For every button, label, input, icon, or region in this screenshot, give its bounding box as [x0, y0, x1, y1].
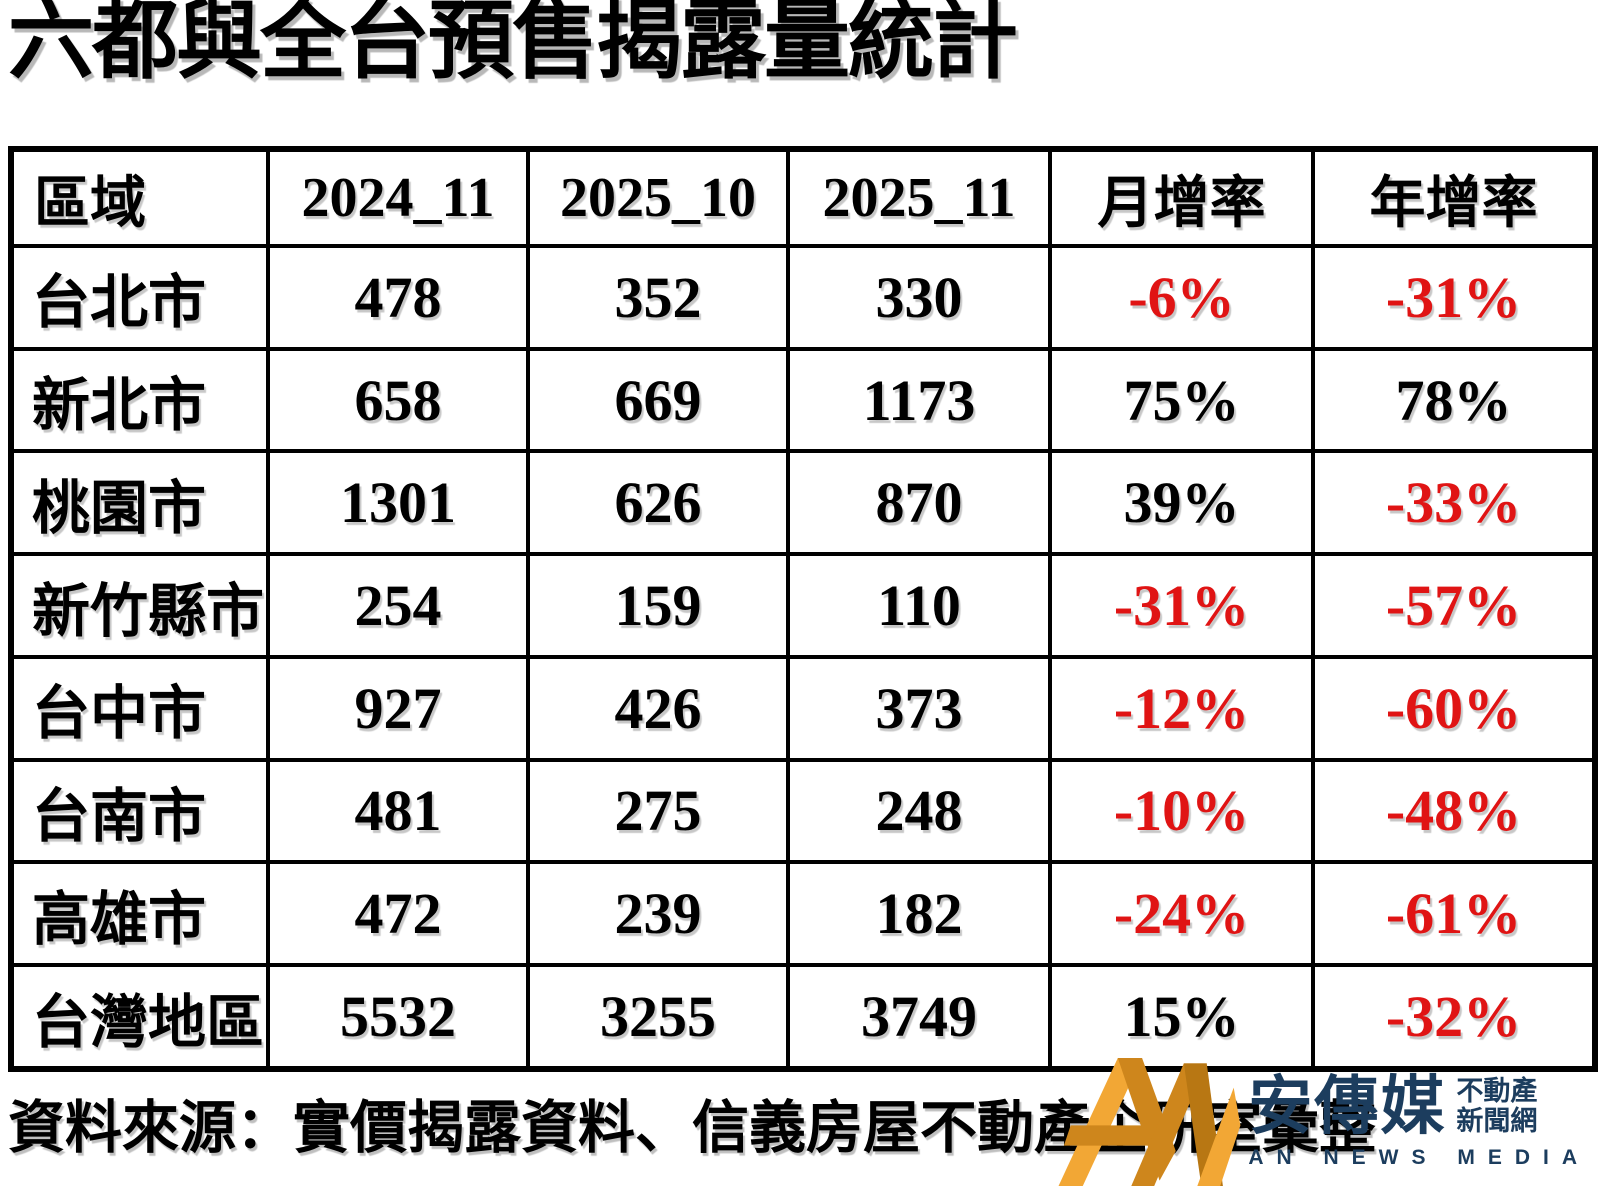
brand-tag-line1: 不動產	[1456, 1075, 1538, 1106]
value-2024-11: 5532	[266, 963, 530, 1071]
yoy-rate-cell: 78%	[1311, 346, 1597, 454]
brand-logo: 安傳媒 不動產 新聞網 AN NEWS MEDIA	[1030, 1058, 1590, 1186]
region-cell: 台中市	[9, 654, 270, 762]
mom-rate-cell: 39%	[1048, 449, 1315, 557]
mom-rate-cell: -6%	[1048, 244, 1315, 351]
mom-rate-cell: -12%	[1048, 654, 1315, 762]
yoy-rate-cell: -61%	[1311, 860, 1597, 968]
value-2025-10: 159	[526, 552, 790, 659]
region-cell: 桃園市	[9, 449, 270, 557]
value-2025-11: 330	[786, 244, 1052, 351]
value-2025-11: 248	[786, 757, 1052, 865]
value-2024-11: 927	[266, 654, 530, 762]
brand-subtitle: AN NEWS MEDIA	[1248, 1146, 1590, 1169]
value-2025-10: 3255	[526, 963, 790, 1071]
region-cell: 台灣地區	[9, 963, 270, 1071]
column-header-1: 2024_11	[266, 147, 530, 248]
table-row: 桃園市 1301 626 870 39% -33%	[9, 449, 1597, 557]
value-2025-11: 373	[786, 654, 1052, 762]
value-2025-11: 1173	[786, 346, 1052, 454]
value-2025-10: 626	[526, 449, 790, 557]
value-2024-11: 478	[266, 244, 530, 351]
column-header-4: 月增率	[1048, 147, 1315, 248]
table-row: 高雄市 472 239 182 -24% -61%	[9, 860, 1597, 968]
value-2025-10: 275	[526, 757, 790, 865]
region-cell: 新竹縣市	[9, 552, 270, 659]
an-monogram-icon	[1058, 1058, 1241, 1186]
column-header-5: 年增率	[1311, 147, 1597, 248]
table-row: 台灣地區 5532 3255 3749 15% -32%	[9, 963, 1597, 1071]
table-row: 新竹縣市 254 159 110 -31% -57%	[9, 552, 1597, 659]
value-2025-10: 352	[526, 244, 790, 351]
value-2025-11: 110	[786, 552, 1052, 659]
yoy-rate-cell: -48%	[1311, 757, 1597, 865]
yoy-rate-cell: -60%	[1311, 654, 1597, 762]
table-row: 台中市 927 426 373 -12% -60%	[9, 654, 1597, 762]
mom-rate-cell: -24%	[1048, 860, 1315, 968]
value-2025-11: 870	[786, 449, 1052, 557]
value-2025-10: 669	[526, 346, 790, 454]
brand-tag-line2: 新聞網	[1456, 1106, 1538, 1136]
table-row: 台北市 478 352 330 -6% -31%	[9, 244, 1597, 351]
yoy-rate-cell: -32%	[1311, 963, 1597, 1071]
value-2024-11: 481	[266, 757, 530, 865]
table-row: 新北市 658 669 1173 75% 78%	[9, 346, 1597, 454]
column-header-2: 2025_10	[526, 147, 790, 248]
page-title: 六都與全台預售揭露量統計	[8, 0, 1018, 89]
region-cell: 台南市	[9, 757, 270, 865]
value-2025-10: 426	[526, 654, 790, 762]
value-2024-11: 658	[266, 346, 530, 454]
stats-table: 區域 2024_11 2025_10 2025_11 月增率 年增率 台北市 478 352 3…	[8, 146, 1598, 1072]
yoy-rate-cell: -57%	[1311, 552, 1597, 659]
mom-rate-cell: -10%	[1048, 757, 1315, 865]
region-cell: 台北市	[9, 244, 270, 351]
value-2024-11: 472	[266, 860, 530, 968]
column-header-3: 2025_11	[786, 147, 1052, 248]
value-2025-11: 3749	[786, 963, 1052, 1071]
mom-rate-cell: -31%	[1048, 552, 1315, 659]
brand-name: 安傳媒	[1248, 1070, 1447, 1142]
yoy-rate-cell: -33%	[1311, 449, 1597, 557]
region-cell: 高雄市	[9, 860, 270, 968]
value-2025-11: 182	[786, 860, 1052, 968]
mom-rate-cell: 15%	[1048, 963, 1315, 1071]
yoy-rate-cell: -31%	[1311, 244, 1597, 351]
value-2024-11: 254	[266, 552, 530, 659]
mom-rate-cell: 75%	[1048, 346, 1315, 454]
column-header-0: 區域	[9, 147, 270, 248]
value-2024-11: 1301	[266, 449, 530, 557]
table-header-row: 區域 2024_11 2025_10 2025_11 月增率 年增率	[9, 147, 1597, 248]
region-cell: 新北市	[9, 346, 270, 454]
table-row: 台南市 481 275 248 -10% -48%	[9, 757, 1597, 865]
brand-text-block: 安傳媒 不動產 新聞網 AN NEWS MEDIA	[1248, 1074, 1590, 1170]
brand-tagline: 不動產 新聞網	[1456, 1076, 1537, 1136]
value-2025-10: 239	[526, 860, 790, 968]
